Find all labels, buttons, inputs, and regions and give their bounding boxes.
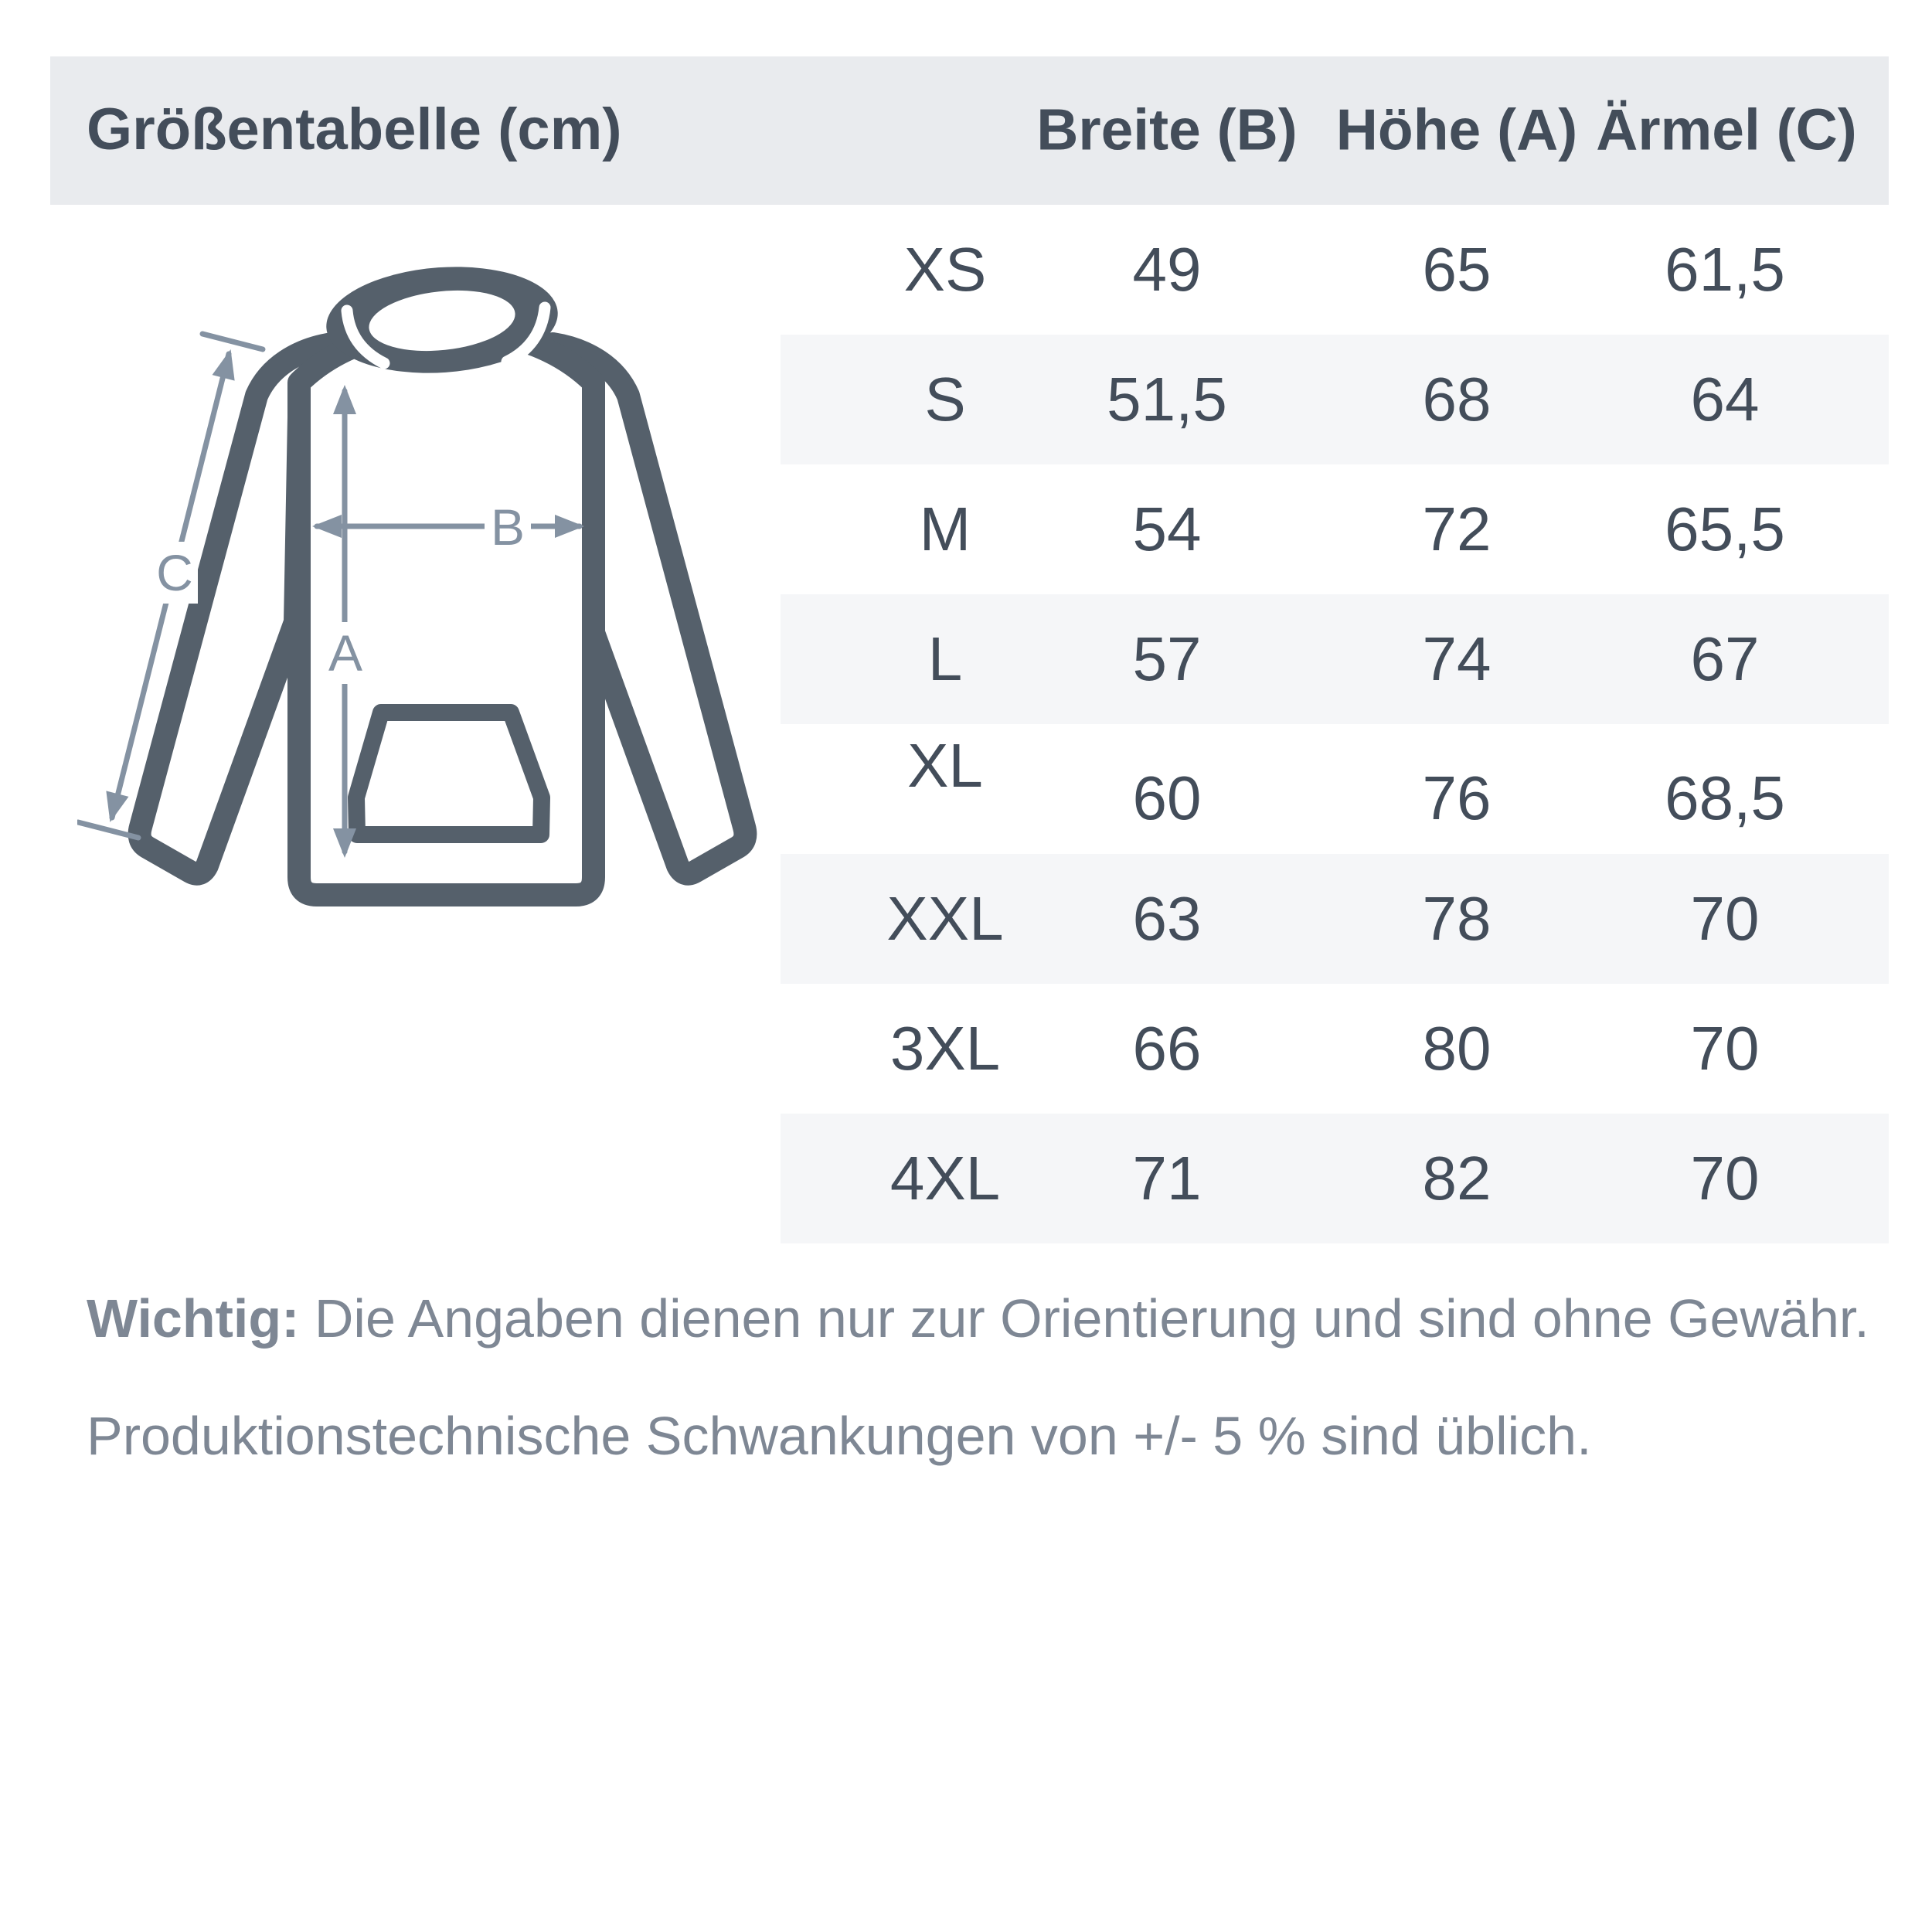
cell-hoehe: 80 bbox=[1422, 1014, 1492, 1083]
cell-breite: 71 bbox=[1132, 1144, 1202, 1213]
cell-aermel: 61,5 bbox=[1665, 235, 1785, 304]
table-row: XS 49 65 61,5 bbox=[781, 205, 1889, 335]
table-row: L 57 74 67 bbox=[781, 594, 1889, 724]
cell-size: M bbox=[919, 495, 971, 563]
table-row: 3XL 66 80 70 bbox=[781, 984, 1889, 1114]
cell-breite: 51,5 bbox=[1107, 365, 1227, 434]
cell-breite: 66 bbox=[1132, 1014, 1202, 1083]
column-header-hoehe: Höhe (A) bbox=[1335, 97, 1578, 162]
label-b: B bbox=[491, 498, 525, 556]
disclaimer-bold: Wichtig: bbox=[87, 1288, 300, 1349]
hoodie-diagram-icon: A B C bbox=[77, 267, 757, 906]
cell-size: 3XL bbox=[889, 1014, 1001, 1083]
cell-hoehe: 68 bbox=[1422, 365, 1492, 434]
cell-aermel: 67 bbox=[1690, 624, 1760, 693]
disclaimer-note: Wichtig: Die Angaben dienen nur zur Orie… bbox=[87, 1260, 1895, 1495]
label-c: C bbox=[156, 544, 193, 601]
cell-size: XL bbox=[907, 731, 983, 800]
cell-breite: 49 bbox=[1132, 235, 1202, 304]
cell-aermel: 68,5 bbox=[1665, 764, 1785, 832]
cell-size: 4XL bbox=[889, 1144, 1001, 1213]
cell-size: L bbox=[927, 624, 963, 693]
column-header-aermel: Ärmel (C) bbox=[1596, 97, 1857, 162]
cell-breite: 63 bbox=[1132, 884, 1202, 953]
page-title: Größentabelle (cm) bbox=[87, 96, 622, 162]
cell-aermel: 70 bbox=[1690, 1144, 1760, 1213]
disclaimer-line-2: Produktionstechnische Schwankungen von +… bbox=[87, 1406, 1592, 1466]
cell-hoehe: 78 bbox=[1422, 884, 1492, 953]
table-header-bar: Größentabelle (cm) Breite (B) Höhe (A) Ä… bbox=[50, 56, 1889, 205]
disclaimer-line-1: Wichtig: Die Angaben dienen nur zur Orie… bbox=[87, 1288, 1869, 1349]
cell-size: XS bbox=[903, 235, 987, 304]
cell-breite: 57 bbox=[1132, 624, 1202, 693]
hoodie-hood bbox=[326, 267, 558, 373]
cell-size: S bbox=[924, 365, 966, 434]
cell-aermel: 70 bbox=[1690, 884, 1760, 953]
table-row: XXL 63 78 70 bbox=[781, 854, 1889, 984]
cell-hoehe: 76 bbox=[1422, 764, 1492, 832]
cell-hoehe: 74 bbox=[1422, 624, 1492, 693]
table-row: S 51,5 68 64 bbox=[781, 335, 1889, 464]
column-header-breite: Breite (B) bbox=[1036, 97, 1298, 162]
cell-hoehe: 82 bbox=[1422, 1144, 1492, 1213]
label-a: A bbox=[328, 624, 362, 682]
size-table: XS 49 65 61,5 S 51,5 68 64 M 54 72 65,5 L 57 74 67 XL 60 7… bbox=[781, 205, 1889, 1243]
cell-size: XXL bbox=[886, 884, 1004, 953]
hoodie-pocket bbox=[348, 704, 550, 843]
cell-aermel: 65,5 bbox=[1665, 495, 1785, 563]
cell-aermel: 64 bbox=[1690, 365, 1760, 434]
cell-hoehe: 65 bbox=[1422, 235, 1492, 304]
table-row: XL 60 76 68,5 bbox=[781, 724, 1889, 854]
table-row: 4XL 71 82 70 bbox=[781, 1114, 1889, 1243]
cell-hoehe: 72 bbox=[1422, 495, 1492, 563]
cell-breite: 60 bbox=[1132, 764, 1202, 832]
cell-breite: 54 bbox=[1132, 495, 1202, 563]
cell-aermel: 70 bbox=[1690, 1014, 1760, 1083]
table-row: M 54 72 65,5 bbox=[781, 464, 1889, 594]
